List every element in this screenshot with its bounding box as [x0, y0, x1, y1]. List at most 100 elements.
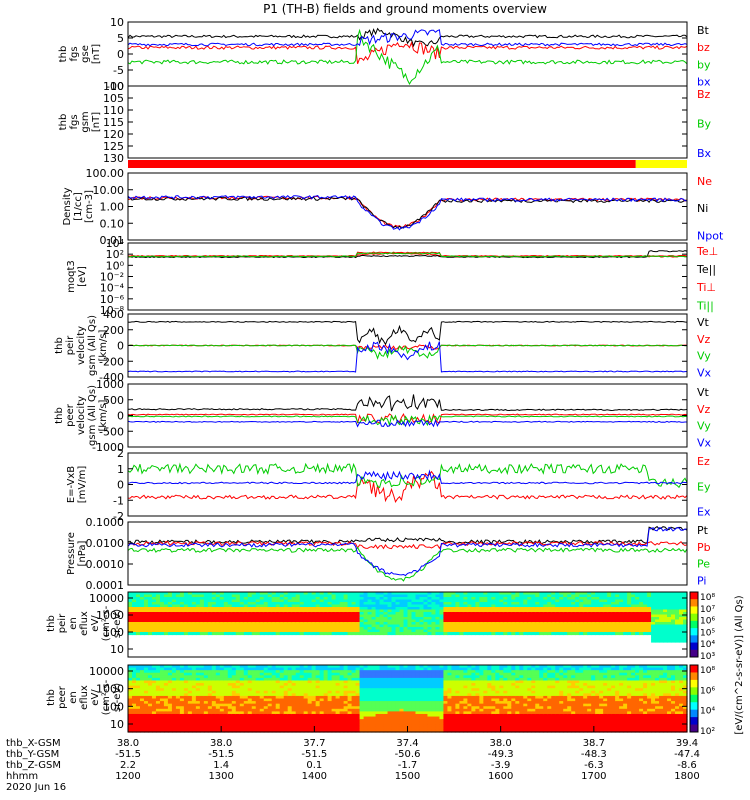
- spectrogram-cell: [143, 670, 149, 674]
- spectrogram-cell: [403, 683, 409, 687]
- spectrogram-cell: [451, 688, 457, 692]
- spectrogram-cell: [247, 695, 253, 700]
- spectrogram-cell: [671, 627, 676, 631]
- spectrogram-cell: [303, 685, 309, 689]
- temperature-ytick-label: 10⁻²: [100, 271, 124, 284]
- spectrogram-cell: [331, 670, 337, 674]
- spectrogram-cell: [203, 597, 209, 601]
- spectrogram-cell: [439, 619, 445, 623]
- spectrogram-cell: [483, 622, 488, 626]
- peir_spec-ytick-label: 100: [103, 626, 124, 639]
- spectrogram-cell: [163, 695, 169, 700]
- spectrogram-cell: [363, 624, 369, 628]
- spectrogram-cell: [655, 619, 660, 623]
- spectrogram-cell: [171, 716, 177, 720]
- spectrogram-cell: [287, 698, 293, 702]
- spectrogram-cell: [319, 629, 325, 633]
- spectrogram-cell: [139, 685, 145, 689]
- spectrogram-cell: [643, 617, 648, 621]
- spectrogram-cell: [275, 726, 281, 731]
- spectrogram-cell: [319, 672, 325, 676]
- spectrogram-cell: [307, 719, 313, 723]
- spectrogram-cell: [131, 604, 137, 608]
- spectrogram-cell: [447, 594, 453, 598]
- spectrogram-cell: [128, 617, 133, 621]
- spectrogram-cell: [175, 680, 181, 684]
- spectrogram-cell: [231, 711, 237, 715]
- spectrogram-cell: [383, 685, 389, 689]
- spectrogram-cell: [367, 672, 373, 676]
- spectrogram-cell: [475, 703, 480, 707]
- spectrogram-cell: [227, 716, 233, 720]
- spectrogram-cell: [447, 629, 453, 633]
- spectrogram-cell: [399, 624, 405, 628]
- spectrogram-cell: [479, 665, 484, 669]
- spectrogram-cell: [431, 721, 437, 725]
- spectrogram-cell: [559, 612, 564, 616]
- spectrogram-cell: [175, 695, 181, 700]
- spectrogram-cell: [379, 711, 385, 715]
- spectrogram-cell: [243, 614, 249, 618]
- spectrogram-cell: [199, 632, 205, 636]
- spectrogram-cell: [651, 632, 656, 636]
- series-density-1: [127, 196, 688, 229]
- spectrogram-cell: [299, 685, 305, 689]
- spectrogram-cell: [183, 695, 189, 700]
- spectrogram-cell: [419, 675, 425, 679]
- spectrogram-cell: [147, 599, 153, 603]
- spectrogram-cell: [503, 592, 508, 596]
- spectrogram-cell: [319, 632, 325, 636]
- spectrogram-cell: [343, 688, 349, 692]
- spectrogram-cell: [347, 624, 353, 628]
- spectrogram-cell: [223, 602, 229, 606]
- spectrogram-cell: [403, 602, 409, 606]
- spectrogram-cell: [659, 622, 664, 626]
- spectrogram-cell: [243, 624, 249, 628]
- spectrogram-cell: [263, 713, 269, 718]
- spectrogram-cell: [367, 619, 373, 623]
- spectrogram-cell: [215, 614, 221, 618]
- spectrogram-cell: [363, 607, 369, 611]
- spectrogram-cell: [135, 703, 141, 707]
- spectrogram-cell: [655, 632, 660, 636]
- spectrogram-cell: [159, 685, 165, 689]
- spectrogram-cell: [275, 614, 281, 618]
- spectrogram-cell: [179, 672, 185, 676]
- spectrogram-cell: [195, 607, 201, 611]
- spectrogram-cell: [387, 594, 393, 598]
- spectrogram-cell: [227, 701, 233, 705]
- spectrogram-cell: [463, 721, 468, 725]
- spectrogram-cell: [131, 592, 137, 596]
- spectrogram-cell: [343, 667, 349, 671]
- spectrogram-cell: [439, 693, 445, 697]
- spectrogram-cell: [383, 597, 389, 601]
- spectrogram-cell: [371, 726, 377, 731]
- spectrogram-cell: [675, 629, 680, 633]
- spectrogram-cell: [183, 688, 189, 692]
- spectrogram-cell: [339, 627, 345, 631]
- spectrogram-cell: [239, 677, 245, 682]
- spectrogram-cell: [315, 703, 321, 707]
- spectrogram-cell: [163, 711, 169, 715]
- spectrogram-cell: [203, 672, 209, 676]
- spectrogram-cell: [439, 614, 445, 618]
- spectrogram-cell: [347, 667, 353, 671]
- spectrogram-cell: [219, 592, 225, 596]
- spectrogram-cell: [323, 701, 329, 705]
- spectrogram-cell: [239, 629, 245, 633]
- spectrogram-cell: [391, 604, 397, 608]
- spectrogram-cell: [275, 690, 281, 694]
- spectrogram-cell: [307, 688, 313, 692]
- spectrogram-cell: [271, 607, 277, 611]
- spectrogram-cell: [179, 683, 185, 687]
- spectrogram-cell: [475, 670, 480, 674]
- spectrogram-cell: [459, 672, 464, 676]
- spectrogram-cell: [379, 680, 385, 684]
- spectrogram-cell: [299, 622, 305, 626]
- spectrogram-cell: [323, 729, 329, 733]
- spectrogram-cell: [243, 632, 249, 636]
- spectrogram-cell: [411, 685, 417, 689]
- spectrogram-cell: [547, 592, 552, 596]
- spectrogram-cell: [163, 706, 169, 710]
